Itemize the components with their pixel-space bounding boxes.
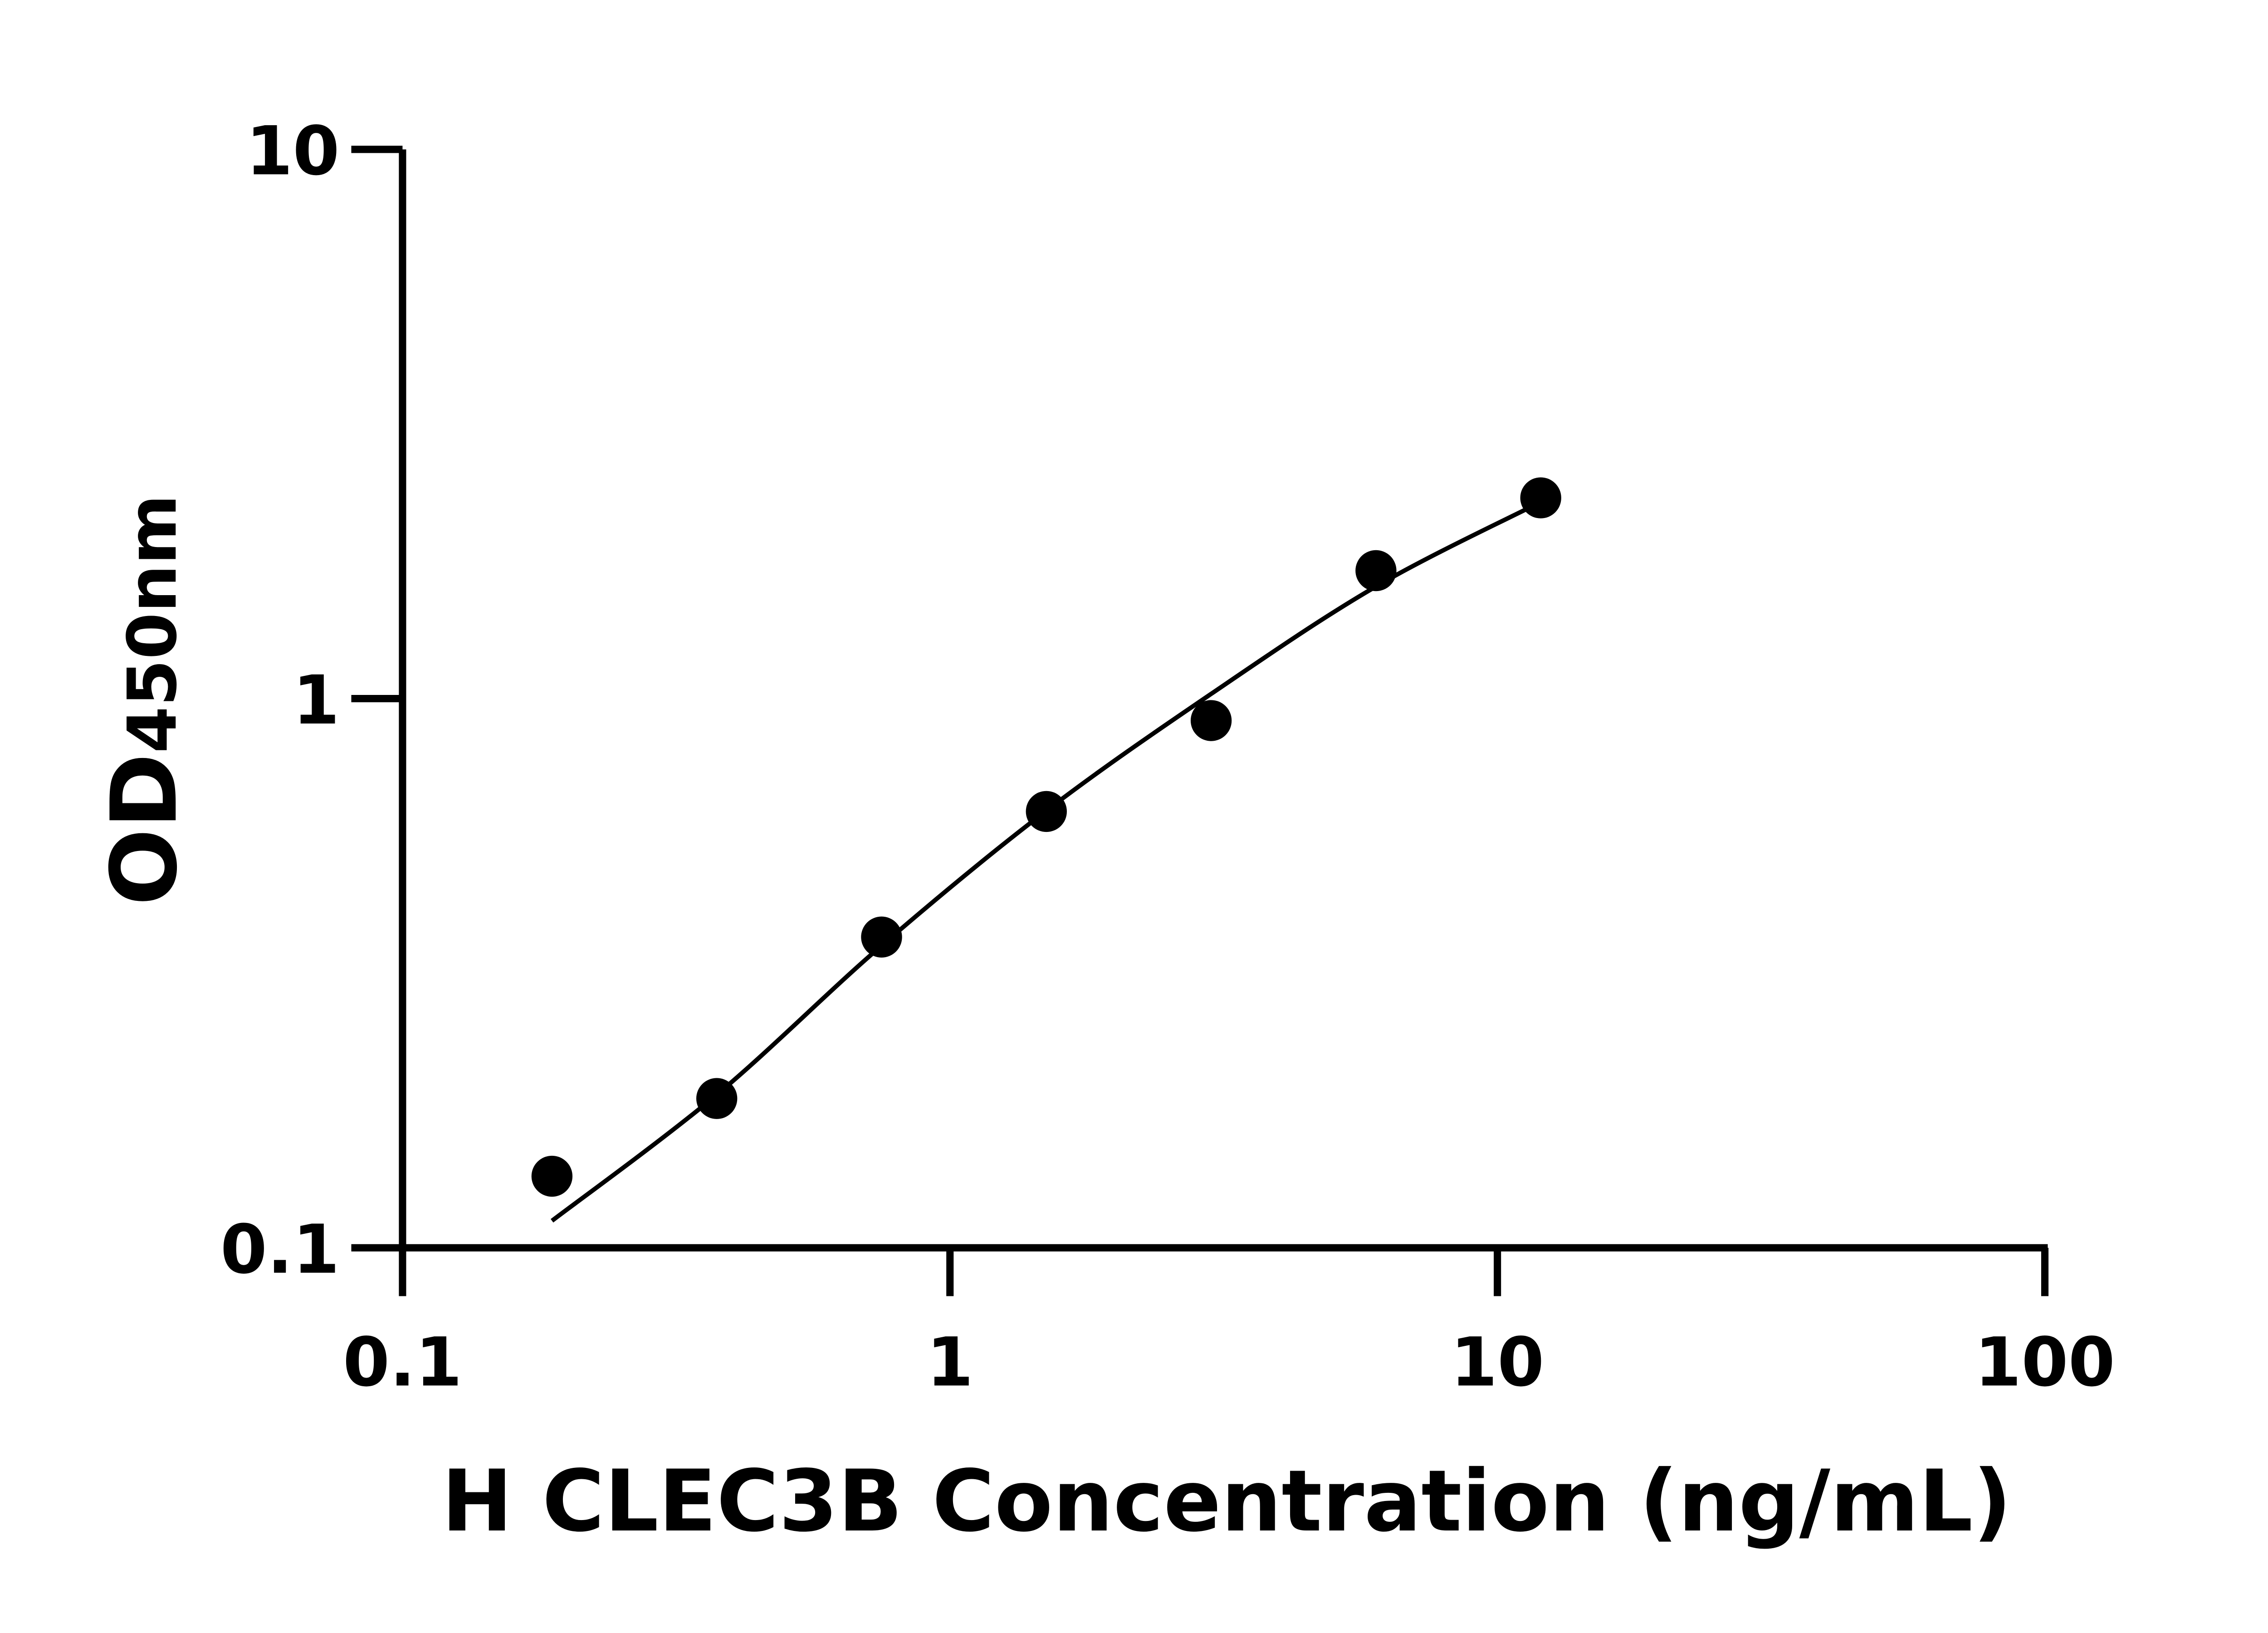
x-tick-label: 1: [927, 1323, 973, 1402]
y-tick-label: 10: [246, 112, 340, 191]
y-axis-label-sub: 450nm: [113, 494, 192, 753]
data-point: [531, 1155, 573, 1197]
data-points: [531, 477, 1561, 1197]
y-tick-label: 1: [293, 661, 339, 740]
x-axis-ticks: 0.1 1 10 100: [343, 1247, 2115, 1402]
data-point: [1190, 700, 1232, 741]
x-tick-label: 100: [1975, 1323, 2115, 1402]
data-point: [696, 1078, 738, 1119]
x-axis-label: H CLEC3B Concentration (ng/mL): [441, 1452, 2011, 1551]
x-tick-label: 0.1: [343, 1323, 462, 1402]
fit-curve: [550, 500, 1542, 1223]
axes: [399, 149, 2048, 1252]
y-axis-label-main: OD: [92, 753, 197, 905]
data-point: [1026, 791, 1067, 832]
x-tick-label: 10: [1451, 1323, 1545, 1402]
data-point: [1520, 477, 1561, 518]
y-axis-label: OD450nm: [92, 494, 197, 906]
data-point: [1355, 550, 1397, 592]
y-tick-label: 0.1: [220, 1211, 340, 1289]
data-point: [861, 916, 902, 958]
y-axis-ticks: 0.1 1 10: [220, 112, 403, 1289]
